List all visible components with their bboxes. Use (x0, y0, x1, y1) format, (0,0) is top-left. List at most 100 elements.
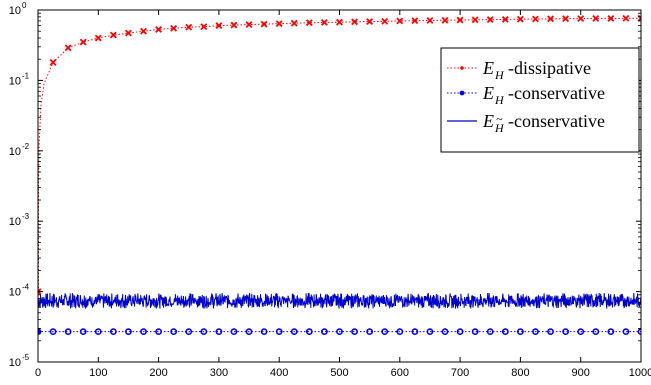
series-eh-conservative-marker (351, 328, 358, 336)
legend-label-suffix: -conservative (508, 83, 605, 103)
marker-stroke (396, 17, 404, 25)
series-eh-conservative-marker (64, 328, 72, 336)
x-tick-label: 0 (35, 367, 41, 379)
y-tick-label: 10 (9, 146, 21, 158)
x-tick-label: 500 (330, 367, 348, 379)
x-axis-ticks: 0 100 200 300 400 500 600 700 800 900 1000 (35, 10, 651, 379)
y-tick-label: 10 (9, 357, 21, 369)
marker-stroke (411, 17, 419, 25)
series-eh-conservative-marker (592, 328, 600, 336)
series-eh-conservative-marker (396, 328, 404, 336)
series-eh-conservative-marker (366, 328, 374, 336)
x-tick-label: 1000 (629, 367, 651, 379)
y-tick-exponent: -5 (22, 353, 30, 362)
series-eh-dissipative-marker (411, 17, 419, 25)
series-eh-conservative-marker (336, 328, 343, 336)
series-eh-conservative-marker (426, 328, 434, 336)
series-eh-conservative-marker (79, 328, 87, 336)
marker-stroke (230, 21, 238, 29)
legend-entry: E H -dissipative (447, 58, 591, 82)
y-tick-exponent: 0 (22, 1, 27, 10)
marker-stroke (471, 16, 479, 24)
series-eh-conservative-marker (215, 328, 223, 336)
series-eh-dissipative-marker (501, 15, 509, 23)
series-eh-dissipative-marker (592, 15, 600, 22)
series-eh-dissipative-marker (441, 16, 449, 24)
y-tick-exponent: -1 (22, 71, 30, 80)
series-eh-dissipative-marker (577, 15, 585, 23)
series-eh-dissipative-marker (381, 17, 389, 25)
series-eh-tilde-conservative-line (38, 292, 641, 309)
x-tick-label: 600 (391, 367, 409, 379)
series-eh-conservative-marker (411, 328, 419, 336)
series-eh-dissipative-marker (320, 19, 328, 26)
legend-label-sub: H (494, 121, 505, 135)
marker-stroke (185, 23, 193, 31)
marker-stroke (456, 16, 464, 24)
x-tick-label: 800 (511, 367, 529, 379)
y-tick-label: 10 (9, 75, 21, 87)
marker-stroke (38, 288, 42, 293)
marker-stroke (170, 24, 178, 32)
marker-stroke (125, 29, 132, 37)
marker-stroke (336, 18, 343, 26)
legend-label-sub: H (494, 68, 505, 82)
marker-stroke (516, 15, 524, 23)
series-eh-dissipative-marker (140, 27, 147, 35)
marker-stroke (275, 20, 283, 28)
series-eh-dissipative-line (38, 17, 641, 292)
marker-stroke (351, 18, 359, 26)
marker-stroke (109, 31, 117, 39)
series-eh-conservative-marker (140, 328, 147, 336)
series-eh-conservative-marker (622, 328, 630, 336)
legend-label-tilde: ~ (496, 112, 503, 126)
legend-label-main: E (482, 83, 494, 103)
legend-label-main: E (482, 58, 494, 78)
series-eh-dissipative-marker (230, 21, 238, 29)
series-eh-dissipative-marker (532, 15, 539, 23)
series-eh-dissipative-marker (456, 16, 464, 24)
series-eh-dissipative-marker (64, 44, 72, 52)
marker-stroke (155, 25, 163, 33)
legend-marker-dissipative (460, 66, 464, 70)
series-eh-dissipative-marker (516, 15, 524, 23)
series-eh-conservative-marker (321, 328, 328, 336)
series-eh-dissipative-marker (109, 31, 117, 39)
series-eh-dissipative-marker (290, 19, 298, 27)
legend-box (440, 47, 640, 153)
series-eh-dissipative-marker (38, 288, 42, 296)
x-tick-label: 400 (270, 367, 288, 379)
marker-stroke (79, 38, 87, 46)
series-eh-conservative-marker (501, 328, 509, 336)
series-eh-dissipative-marker (305, 19, 313, 27)
marker-stroke (592, 15, 600, 22)
series-eh-dissipative-marker (260, 20, 268, 28)
series-eh-conservative-marker (94, 328, 102, 336)
y-tick-exponent: -2 (22, 142, 30, 151)
legend-label-sub: H (494, 93, 505, 107)
series-eh-dissipative-marker (215, 22, 223, 30)
series-eh-conservative-marker (532, 328, 539, 336)
legend-entry: E H~ -conservative (447, 111, 605, 135)
series-eh-dissipative-marker (426, 17, 434, 24)
marker-stroke (577, 15, 585, 23)
series-eh-conservative-marker (381, 328, 389, 336)
series-eh-conservative-marker (471, 328, 479, 336)
marker-stroke (140, 27, 147, 35)
series-eh-dissipative-marker (622, 14, 630, 22)
series-eh-dissipative-marker (275, 20, 283, 28)
series-eh-dissipative-marker (94, 34, 102, 42)
series-eh-conservative-marker (49, 328, 57, 336)
series-eh-conservative-marker (305, 328, 313, 336)
marker-stroke (637, 14, 641, 20)
series-eh-conservative-marker (185, 328, 193, 336)
marker-stroke (215, 22, 223, 30)
marker-stroke (532, 15, 539, 23)
series-eh-dissipative-marker (170, 24, 178, 32)
marker-stroke (622, 14, 630, 22)
legend-entry: E H -conservative (447, 83, 605, 107)
series-eh-conservative-marker (109, 328, 117, 336)
